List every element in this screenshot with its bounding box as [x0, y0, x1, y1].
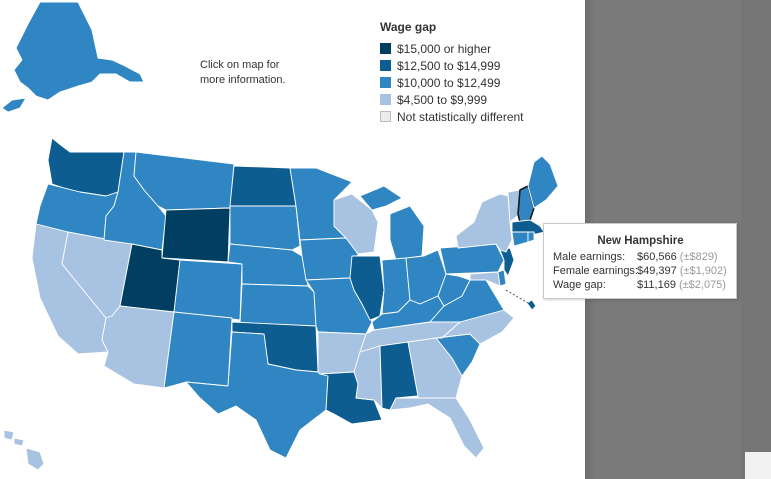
state-district-of-columbia[interactable] [526, 299, 537, 311]
legend-title: Wage gap [380, 20, 437, 34]
tooltip-value: $11,169 [637, 279, 676, 291]
state-maryland[interactable] [469, 271, 501, 287]
legend: Wage gap $15,000 or higher $12,500 to $1… [380, 20, 524, 125]
state-illinois[interactable] [349, 255, 385, 321]
legend-item-12500-14999[interactable]: $12,500 to $14,999 [380, 57, 524, 74]
map-panel [0, 0, 585, 479]
legend-swatch [380, 43, 391, 54]
state-wisconsin[interactable] [333, 193, 379, 255]
state-texas[interactable] [185, 331, 329, 459]
legend-swatch [380, 60, 391, 71]
tooltip-label: Wage gap: [553, 279, 606, 291]
legend-item-4500-9999[interactable]: $4,500 to $9,999 [380, 91, 524, 108]
state-new-jersey[interactable] [499, 247, 515, 277]
state-delaware[interactable] [497, 269, 507, 287]
state-alaska[interactable] [1, 1, 145, 113]
map-hint: Click on map for more information. [200, 58, 320, 88]
state-hawaii[interactable] [3, 429, 45, 471]
legend-label: $4,500 to $9,999 [397, 92, 488, 107]
state-south-dakota[interactable] [229, 205, 301, 251]
tooltip-label: Male earnings: [553, 251, 626, 263]
legend-item-10000-12499[interactable]: $10,000 to $12,499 [380, 74, 524, 91]
legend-label: Not statistically different [397, 109, 524, 124]
tooltip-row-wage-gap: Wage gap: $11,169 (±$2,075) [553, 278, 728, 292]
tooltip-value: $60,566 [637, 251, 677, 263]
legend-label: $12,500 to $14,999 [397, 58, 501, 73]
tooltip-row-male: Male earnings: $60,566 (±$829) [553, 250, 728, 264]
legend-swatch [380, 94, 391, 105]
tooltip-moe: (±$1,902) [679, 265, 727, 277]
panel-corner [745, 452, 771, 479]
legend-swatch [380, 77, 391, 88]
us-map[interactable] [0, 0, 585, 479]
dc-leader-line [505, 289, 529, 304]
state-tooltip: New Hampshire Male earnings: $60,566 (±$… [543, 223, 737, 299]
tooltip-row-female: Female earnings: $49,397 (±$1,902) [553, 264, 728, 278]
map-hint-line-2: more information. [200, 74, 286, 86]
legend-label: $15,000 or higher [397, 41, 492, 56]
map-hint-line-1: Click on map for [200, 59, 280, 71]
legend-item-15000-plus[interactable]: $15,000 or higher [380, 40, 524, 57]
tooltip-moe: (±$2,075) [678, 279, 726, 291]
legend-label: $10,000 to $12,499 [397, 75, 501, 90]
state-rhode-island[interactable] [527, 231, 535, 243]
legend-swatch [380, 111, 391, 122]
tooltip-label: Female earnings: [553, 265, 638, 277]
tooltip-moe: (±$829) [679, 251, 718, 263]
state-maine[interactable] [527, 155, 559, 209]
state-florida[interactable] [389, 397, 485, 459]
tooltip-value: $49,397 [637, 265, 677, 277]
tooltip-state-name: New Hampshire [597, 235, 684, 247]
state-new-york[interactable] [455, 193, 513, 253]
legend-item-not-significant[interactable]: Not statistically different [380, 108, 524, 125]
